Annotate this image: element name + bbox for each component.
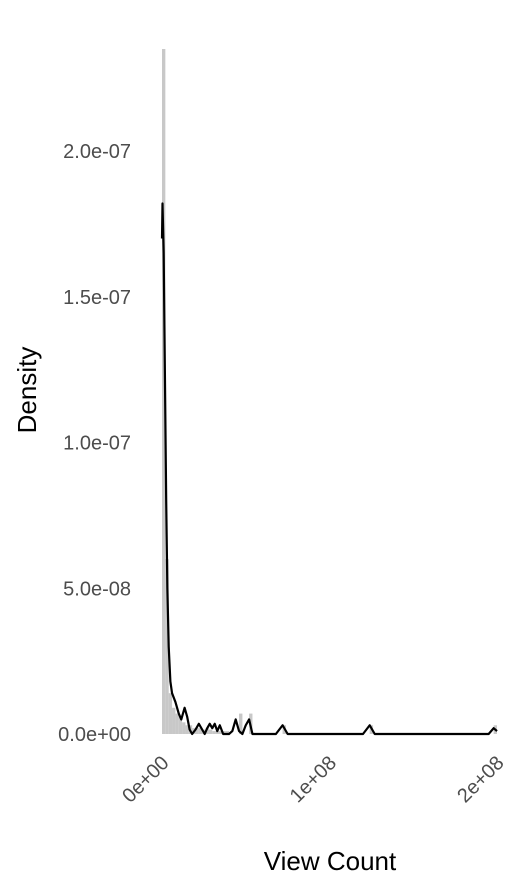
y-tick-label: 5.0e-08 bbox=[63, 578, 131, 600]
histogram-bar bbox=[239, 713, 243, 734]
histogram-bar bbox=[172, 707, 176, 734]
histogram-bar bbox=[218, 731, 223, 734]
histogram-bar bbox=[222, 731, 226, 734]
y-axis-ticks: 0.0e+00 5.0e-08 1.0e-07 1.5e-07 2.0e-07 bbox=[58, 141, 131, 746]
x-tick-label: 0e+00 bbox=[118, 752, 173, 807]
y-tick-label: 2.0e-07 bbox=[63, 141, 131, 163]
density-curve-group bbox=[160, 202, 498, 736]
x-tick-label: 1e+08 bbox=[286, 752, 341, 807]
histogram-bar bbox=[205, 728, 209, 734]
x-axis-ticks: 0e+00 1e+08 2e+08 bbox=[118, 752, 508, 807]
histogram-bar bbox=[185, 725, 189, 734]
histogram-bar bbox=[212, 731, 216, 734]
density-curve bbox=[160, 202, 498, 736]
histogram-bar bbox=[198, 728, 203, 734]
histogram-bar bbox=[168, 693, 173, 734]
histogram-bar bbox=[195, 728, 199, 734]
histogram-bar bbox=[178, 716, 183, 734]
histogram-bar bbox=[175, 713, 179, 734]
y-axis-title: Density bbox=[12, 347, 42, 434]
histogram-bars bbox=[162, 49, 497, 734]
y-tick-label: 1.5e-07 bbox=[63, 287, 131, 309]
x-tick-label: 2e+08 bbox=[453, 752, 508, 807]
y-tick-label: 1.0e-07 bbox=[63, 433, 131, 455]
histogram-bar bbox=[182, 722, 186, 734]
histogram-bar bbox=[162, 49, 166, 734]
histogram-bar bbox=[215, 731, 219, 734]
x-axis-title: View Count bbox=[264, 846, 397, 876]
histogram-bar bbox=[225, 731, 229, 734]
histogram-bar bbox=[208, 729, 213, 734]
histogram-bar bbox=[165, 559, 169, 734]
y-tick-label: 0.0e+00 bbox=[58, 724, 131, 746]
